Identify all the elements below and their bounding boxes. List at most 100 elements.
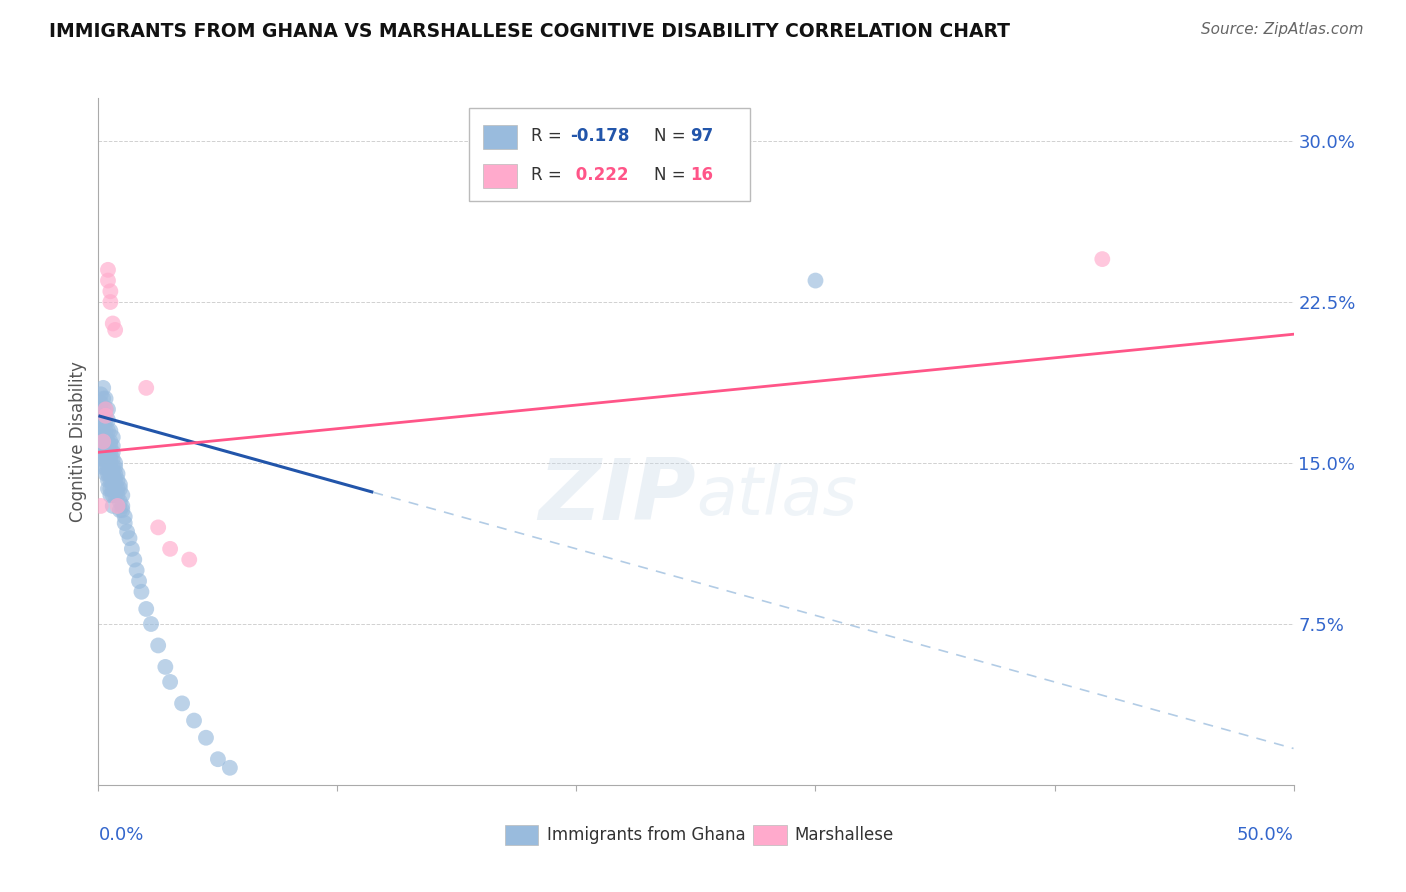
Point (97, 467, 120, 481)
Point (1091, 252, 1114, 266)
Point (125, 563, 148, 577)
Point (104, 473, 127, 487)
Point (98, 467, 122, 481)
Point (90, 430, 112, 444)
Text: N =: N = (654, 166, 690, 184)
Point (97, 434, 120, 449)
Point (107, 473, 129, 487)
Bar (484, 164, 517, 187)
Point (97, 263, 120, 277)
Text: Source: ZipAtlas.com: Source: ZipAtlas.com (1201, 22, 1364, 37)
Point (104, 482, 127, 496)
Point (98, 295, 122, 310)
Text: IMMIGRANTS FROM GHANA VS MARSHALLESE COGNITIVE DISABILITY CORRELATION CHART: IMMIGRANTS FROM GHANA VS MARSHALLESE COG… (49, 22, 1010, 41)
Text: 0.0%: 0.0% (98, 826, 143, 844)
Bar (505, 825, 538, 845)
Point (172, 697, 194, 711)
Point (97, 424, 120, 438)
Point (91, 413, 114, 427)
Point (107, 499, 129, 513)
Point (97, 413, 120, 427)
Point (97, 482, 120, 496)
Text: Marshallese: Marshallese (794, 826, 893, 844)
Point (98, 460, 122, 475)
Point (98, 488, 122, 502)
Point (90, 402, 112, 417)
Text: 16: 16 (690, 166, 713, 184)
Point (94, 434, 117, 449)
Point (98, 451, 122, 466)
Point (91, 430, 114, 444)
Text: R =: R = (531, 128, 567, 145)
Point (111, 499, 134, 513)
Point (107, 488, 129, 502)
Point (91, 402, 114, 417)
Point (101, 499, 124, 513)
Point (97, 445, 120, 459)
Text: atlas: atlas (696, 464, 858, 530)
Point (98, 424, 122, 438)
Point (97, 402, 120, 417)
Point (94, 445, 117, 459)
Point (114, 509, 136, 524)
Point (159, 675, 181, 690)
Point (115, 524, 138, 539)
Point (90, 451, 112, 466)
Point (98, 439, 122, 453)
Point (98, 445, 122, 459)
Text: R =: R = (531, 166, 567, 184)
Point (90, 409, 112, 423)
Point (91, 460, 114, 475)
Point (90, 499, 112, 513)
Point (104, 456, 127, 470)
Text: N =: N = (654, 128, 690, 145)
Point (97, 473, 120, 487)
Point (159, 541, 181, 556)
Point (139, 617, 162, 632)
Point (101, 439, 124, 453)
Point (104, 323, 127, 337)
Point (101, 430, 124, 444)
Point (108, 503, 131, 517)
Point (148, 520, 170, 534)
Text: ZIP: ZIP (538, 455, 696, 538)
Point (135, 381, 157, 395)
Point (94, 439, 117, 453)
Point (90, 417, 112, 432)
Point (104, 460, 127, 475)
Text: Immigrants from Ghana: Immigrants from Ghana (547, 826, 745, 844)
Point (98, 285, 122, 299)
Point (97, 274, 120, 288)
Point (97, 451, 120, 466)
Point (101, 473, 124, 487)
Point (94, 424, 117, 438)
Point (91, 451, 114, 466)
Point (108, 482, 131, 496)
FancyBboxPatch shape (470, 109, 749, 202)
Point (94, 402, 117, 417)
Text: 97: 97 (690, 128, 713, 145)
Point (207, 752, 229, 766)
Text: 0.222: 0.222 (571, 166, 628, 184)
Text: 50.0%: 50.0% (1237, 826, 1294, 844)
Point (135, 602, 157, 616)
Point (98, 473, 122, 487)
Point (94, 413, 117, 427)
Point (91, 392, 114, 406)
Point (108, 477, 131, 491)
Point (195, 731, 218, 745)
Point (94, 402, 117, 417)
Point (118, 531, 141, 545)
Point (98, 434, 122, 449)
Point (91, 424, 114, 438)
Point (219, 761, 242, 775)
Point (101, 467, 124, 481)
Point (97, 460, 120, 475)
Point (94, 451, 117, 466)
Point (804, 274, 827, 288)
Point (121, 541, 143, 556)
Point (104, 488, 127, 502)
Point (90, 424, 112, 438)
Point (94, 467, 117, 481)
Point (114, 516, 136, 530)
